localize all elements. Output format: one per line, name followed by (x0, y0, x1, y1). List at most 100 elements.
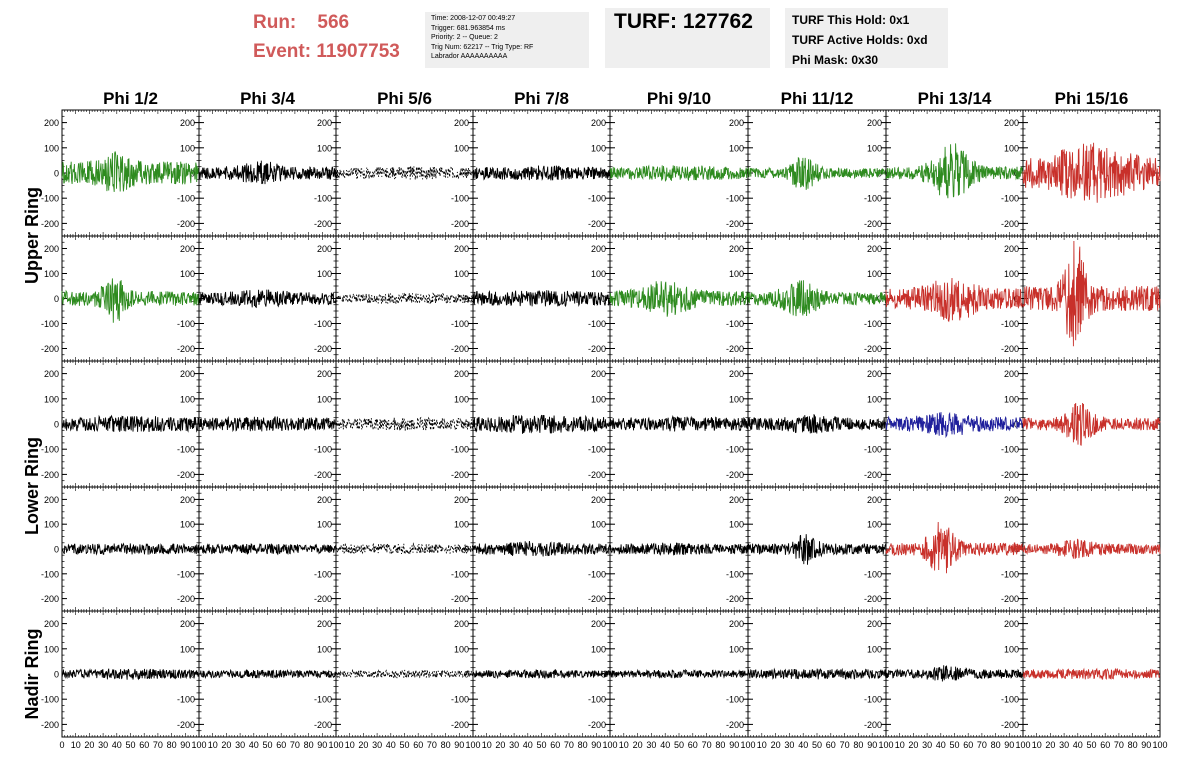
y-tick-label: -200 (864, 470, 882, 480)
y-tick-label: 0 (327, 420, 332, 430)
y-tick-label: 200 (180, 118, 195, 128)
y-tick-label: -200 (177, 470, 195, 480)
y-tick-label: -100 (314, 194, 332, 204)
y-tick-label: 100 (180, 394, 195, 404)
y-tick-label: -100 (726, 569, 744, 579)
waveform-trace (198, 289, 337, 309)
column-title-phi-13-14: Phi 13/14 (918, 89, 992, 108)
y-tick-label: 200 (867, 495, 882, 505)
y-tick-label: 200 (729, 369, 744, 379)
y-tick-label: -200 (726, 219, 744, 229)
column-title-phi-5-6: Phi 5/6 (377, 89, 432, 108)
y-tick-label: -200 (177, 219, 195, 229)
waveform-trace (472, 414, 611, 434)
y-tick-label: 200 (180, 244, 195, 254)
y-tick-label: 100 (867, 394, 882, 404)
y-tick-label-left: 200 (44, 118, 59, 128)
column-title-phi-11-12: Phi 11/12 (781, 89, 854, 108)
y-tick-label: 200 (180, 369, 195, 379)
y-tick-label: 100 (729, 143, 744, 153)
waveform-trace (198, 543, 337, 556)
run-label: Run: (253, 12, 297, 33)
y-tick-label: 100 (180, 143, 195, 153)
labrador-text: Labrador AAAAAAAAAA (431, 53, 508, 61)
y-tick-label: 100 (454, 269, 469, 279)
y-tick-label: -100 (1001, 445, 1019, 455)
y-tick-label: -100 (451, 194, 469, 204)
y-tick-label: 200 (591, 118, 606, 128)
y-tick-label: -200 (588, 594, 606, 604)
y-tick-label: 100 (317, 269, 332, 279)
y-tick-label: 200 (1004, 244, 1019, 254)
y-tick-label: 200 (454, 369, 469, 379)
y-tick-label: 200 (729, 244, 744, 254)
y-tick-label: 200 (867, 118, 882, 128)
y-tick-label-left: 100 (44, 394, 59, 404)
waveform-trace (335, 292, 474, 304)
column-title-phi-7-8: Phi 7/8 (514, 89, 569, 108)
y-tick-label-left: -100 (41, 319, 59, 329)
panel-r2-c2: -200 -100 0 100 200 (335, 360, 474, 488)
panel-r2-c1: -200 -100 0 100 200 (198, 360, 337, 488)
y-tick-label: -200 (588, 344, 606, 354)
y-tick-label: 100 (1004, 143, 1019, 153)
row-label-lower-ring: Lower Ring (22, 437, 42, 535)
panel-r1-c1: -200 -100 0 100 200 (198, 235, 337, 362)
waveform-trace (609, 164, 749, 182)
y-tick-label: 100 (454, 520, 469, 530)
panel-r0-c4: -200 -100 0 100 200 (609, 109, 749, 237)
y-tick-label: -100 (177, 569, 195, 579)
panel-r0-c7 (1022, 109, 1161, 237)
y-tick-label: 0 (739, 169, 744, 179)
turf-box: TURF: 127762 (605, 8, 770, 68)
waveform-trace (609, 281, 749, 317)
y-tick-label: 0 (327, 294, 332, 304)
y-tick-label: 200 (591, 495, 606, 505)
y-tick-label: 200 (454, 118, 469, 128)
run-value: 566 (317, 12, 350, 33)
y-tick-label-left: 200 (44, 244, 59, 254)
panel-r1-c5: -200 -100 0 100 200 (747, 235, 887, 362)
y-tick-label: 200 (867, 369, 882, 379)
time-text: Time: 2008-12-07 00:49:27 (431, 15, 516, 22)
turf-holds-box: TURF This Hold: 0x1 TURF Active Holds: 0… (785, 8, 948, 68)
trig-num-text: Trig Num: 62217 -- Trig Type: RF (431, 43, 534, 51)
event-line: Event: 11907753 (253, 37, 400, 66)
waveform-trace (472, 165, 611, 181)
waveform-trace (198, 415, 337, 433)
y-tick-label: -100 (864, 569, 882, 579)
y-tick-label: 200 (317, 118, 332, 128)
y-tick-label: -200 (314, 470, 332, 480)
y-tick-label-left: -100 (41, 569, 59, 579)
y-tick-label: 100 (591, 269, 606, 279)
y-tick-label-left: 200 (44, 495, 59, 505)
y-tick-label: 100 (591, 520, 606, 530)
waveform-trace (885, 277, 1024, 323)
y-tick-label: 100 (591, 143, 606, 153)
y-tick-label: -100 (1001, 569, 1019, 579)
y-tick-label-left: 0 (54, 420, 59, 430)
trigger-info-box: Time: 2008-12-07 00:49:27 Trigger: 681.9… (425, 12, 589, 68)
y-tick-label: -200 (314, 594, 332, 604)
y-tick-label-left: 100 (44, 269, 59, 279)
y-tick-label: 100 (729, 394, 744, 404)
column-title-phi-15-16: Phi 15/16 (1055, 89, 1129, 108)
row-label-upper-ring: Upper Ring (22, 187, 42, 284)
y-tick-label: -100 (1001, 194, 1019, 204)
y-tick-label: -200 (588, 470, 606, 480)
y-tick-label: -200 (177, 344, 195, 354)
y-tick-label: 100 (1004, 269, 1019, 279)
y-tick-label-left: -200 (41, 219, 59, 229)
y-tick-label: -100 (726, 319, 744, 329)
waveform-trace (747, 414, 887, 434)
y-tick-label: 100 (180, 520, 195, 530)
panel-r2-c7 (1022, 360, 1161, 488)
y-tick-label: 100 (454, 394, 469, 404)
y-tick-label: -200 (1001, 344, 1019, 354)
waveform-trace (472, 289, 611, 308)
